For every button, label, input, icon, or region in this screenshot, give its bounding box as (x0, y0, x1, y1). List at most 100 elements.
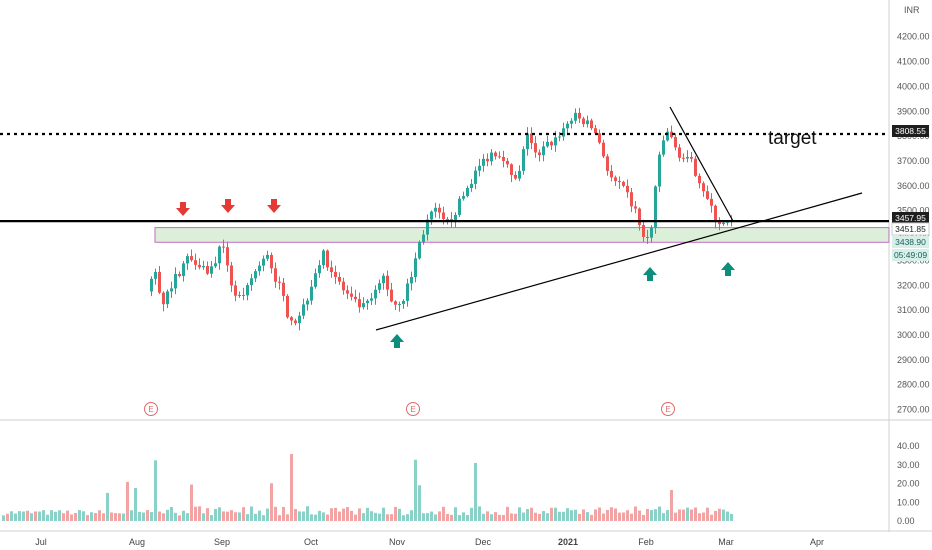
volume-bar (418, 485, 421, 521)
price-label-text: 3438.90 (895, 237, 926, 247)
volume-bar (150, 512, 153, 521)
candle-body (310, 286, 313, 301)
volume-bar (258, 510, 261, 521)
volume-bar (718, 508, 721, 521)
volume-bar (678, 509, 681, 521)
volume-bar (134, 488, 137, 521)
volume-bar (174, 512, 177, 521)
price-tick-label: 3500.00 (897, 206, 930, 216)
time-tick-label: Nov (389, 537, 406, 547)
volume-bar (318, 510, 321, 521)
candle-body (374, 289, 377, 299)
volume-bar (494, 512, 497, 521)
falling-trendline[interactable] (669, 106, 734, 222)
candle-body (390, 289, 393, 302)
earnings-marker-icon[interactable] (661, 402, 675, 416)
volume-bar (730, 513, 733, 521)
volume-bar (378, 513, 381, 521)
volume-bar (454, 507, 457, 521)
price-label-text: 05:49:09 (894, 250, 927, 260)
volume-bar (146, 510, 149, 521)
volume-bar (74, 512, 77, 521)
volume-bar (6, 513, 9, 521)
rising-trendline[interactable] (375, 192, 863, 331)
volume-bar (434, 514, 437, 521)
candle-body (330, 267, 333, 273)
volume-bar (598, 507, 601, 521)
candle-body (354, 296, 357, 300)
earnings-marker-label: E (148, 405, 153, 414)
price-tick-label: 4100.00 (897, 57, 930, 67)
volume-bar (450, 514, 453, 521)
candle-body (718, 221, 721, 225)
price-label-box (892, 236, 929, 248)
volume-bar (90, 512, 93, 521)
candle-body (466, 188, 469, 197)
candle-body (490, 152, 493, 162)
candle-body (282, 282, 285, 296)
volume-bar (422, 513, 425, 521)
volume-bar (202, 513, 205, 521)
earnings-marker-icon[interactable] (144, 402, 158, 416)
candle-body (554, 137, 557, 146)
volume-bar (410, 510, 413, 521)
candle-body (418, 242, 421, 259)
candle-body (234, 285, 237, 296)
buy-arrow-icon (721, 262, 735, 276)
earnings-marker-label: E (665, 405, 670, 414)
buy-arrow-icon (643, 267, 657, 281)
volume-bar (606, 509, 609, 521)
price-tick-label: 3200.00 (897, 280, 930, 290)
volume-tick-label: 30.00 (897, 460, 920, 470)
volume-bar (266, 508, 269, 521)
candle-body (370, 298, 373, 301)
candle-body (642, 225, 645, 237)
support-zone[interactable] (154, 227, 890, 243)
volume-bar (82, 511, 85, 521)
candle-body (394, 301, 397, 305)
volume-bar (262, 515, 265, 521)
candle-body (346, 290, 349, 294)
volume-bar (10, 511, 13, 521)
candle-body (722, 222, 725, 225)
volume-bar (106, 492, 109, 521)
candle-body (422, 234, 425, 243)
volume-bar (550, 507, 553, 521)
candle-body (362, 303, 365, 308)
volume-bar (462, 512, 465, 521)
candle-body (302, 304, 305, 316)
volume-bar (138, 511, 141, 521)
candle-body (482, 158, 485, 166)
volume-bar (518, 507, 521, 521)
volume-bar (654, 509, 657, 521)
volume-bar (514, 513, 517, 521)
time-tick-label: Dec (475, 537, 492, 547)
candle-body (378, 283, 381, 290)
volume-bar (306, 506, 309, 521)
volume-bar (182, 510, 185, 521)
volume-tick-label: 0.00 (897, 516, 915, 526)
candle-body (478, 165, 481, 171)
time-tick-label: Oct (304, 537, 319, 547)
time-tick-label: Jul (35, 537, 47, 547)
candle-body (510, 164, 513, 175)
volume-bar (282, 506, 285, 521)
candle-body (246, 285, 249, 296)
volume-bar (198, 506, 201, 521)
earnings-marker-icon[interactable] (406, 402, 420, 416)
volume-bar (154, 460, 157, 521)
candle-body (178, 273, 181, 277)
volume-bar (662, 513, 665, 521)
candle-body (498, 156, 501, 158)
volume-bar (382, 507, 385, 521)
volume-bar (246, 514, 249, 521)
volume-bar (362, 513, 365, 521)
candle-body (402, 300, 405, 304)
price-label-text: 3457.95 (895, 213, 926, 223)
candle-body (514, 174, 517, 179)
candle-body (210, 266, 213, 274)
volume-bar (666, 510, 669, 521)
time-tick-label: Apr (810, 537, 824, 547)
candle-body (590, 120, 593, 129)
